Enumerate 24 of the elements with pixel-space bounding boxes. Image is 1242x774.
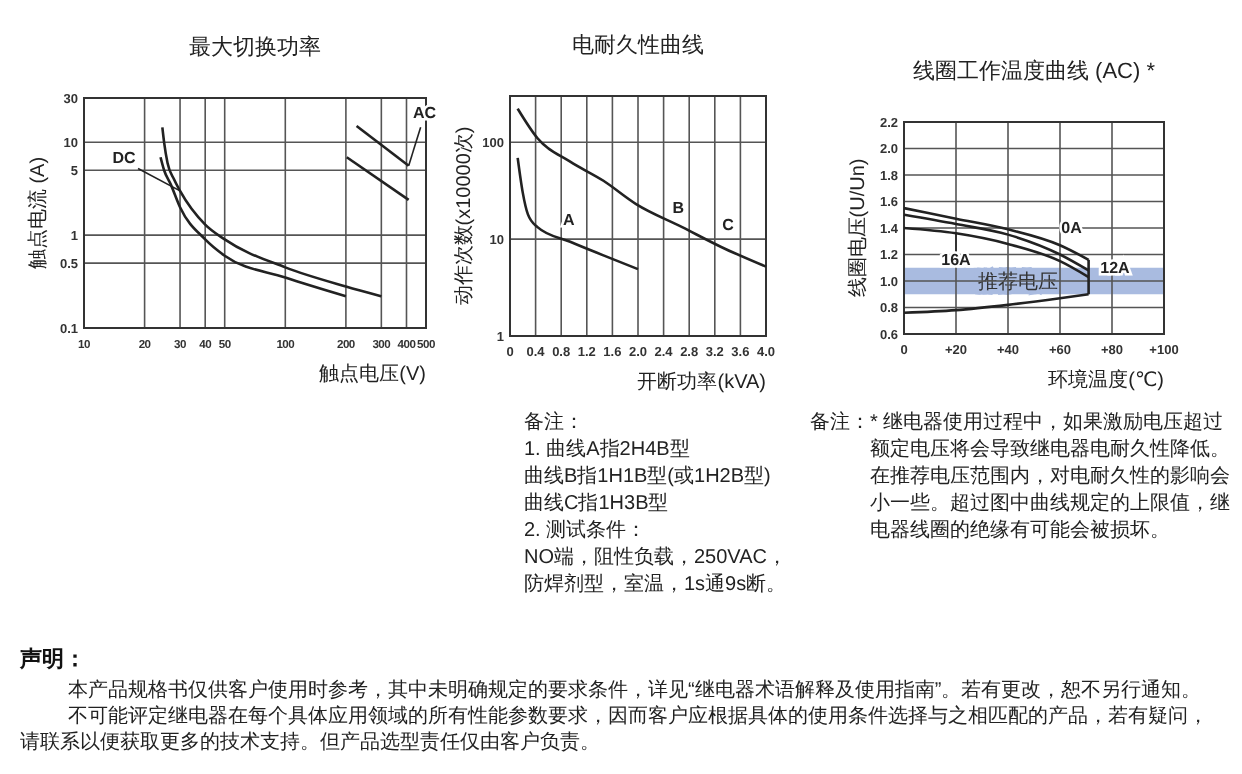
annotation: DC <box>112 148 137 167</box>
annotation: C <box>722 215 735 234</box>
annotation: B <box>672 199 685 218</box>
y-axis-title: 触点电流 (A) <box>26 156 50 270</box>
text: 不可能评定继电器在每个具体应用领域的所有性能参数要求，因而客户应根据具体的使用条件选择与之相匹配的产品，若有疑问，请联系以便获取更多的技术支持。但产品选型责任仅由客户负责。 <box>20 704 1208 754</box>
text: 备注： <box>524 410 584 434</box>
text: 声明： <box>18 646 86 672</box>
text: 1. 曲线A指2H4B型 <box>524 437 690 461</box>
annotation: A <box>563 211 576 230</box>
x-axis-title: 环境温度(℃) <box>1048 368 1164 392</box>
text: 曲线B指1H1B型(或1H2B型) <box>524 464 771 488</box>
chart-title: 线圈工作温度曲线 (AC) * <box>913 58 1157 84</box>
text: 备注：* 继电器使用过程中，如果激励电压超过额定电压将会导致继电器电耐久性降低。在推荐电压范围内，对电耐久性的影响会小一些。超过图中曲线规定的上限值，继电器线圈的绝缘有可能会被损坏。 <box>810 410 1230 542</box>
text: 本产品规格书仅供客户使用时参考，其中未明确规定的要求条件，详见“继电器术语解释及使用指南”。若有更改，恕不另行通知。 <box>68 678 1202 702</box>
text: NO端，阻性负载，250VAC， <box>524 545 788 569</box>
text: 2. 测试条件： <box>524 518 647 542</box>
text: 曲线C指1H3B型 <box>524 491 669 515</box>
x-axis-title: 开断功率(kVA) <box>637 370 766 394</box>
y-axis-title: 线圈电压(U/Un) <box>846 158 870 298</box>
x-axis-title: 触点电压(V) <box>319 362 426 386</box>
y-axis-title: 动作次数(x10000次) <box>454 126 476 306</box>
text: 防焊剂型，室温，1s通9s断。 <box>524 572 787 596</box>
chart-title: 最大切换功率 <box>189 34 321 60</box>
chart-title: 电耐久性曲线 <box>572 32 704 58</box>
